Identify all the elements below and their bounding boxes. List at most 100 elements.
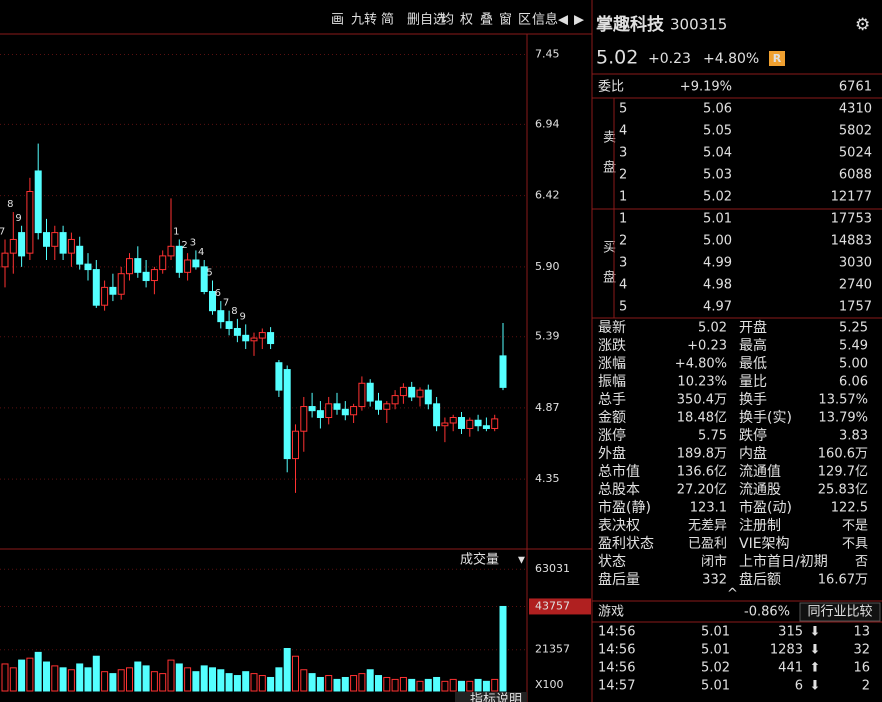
- volume-bar: [67, 669, 75, 692]
- badge-label: R: [773, 52, 782, 65]
- book-price: 5.00: [703, 234, 732, 249]
- y-tick-label: 5.90: [535, 260, 560, 273]
- compare-label[interactable]: 同行业比较: [807, 605, 872, 620]
- book-volume: 5024: [839, 146, 872, 161]
- candle-body: [441, 422, 449, 427]
- stat-value: 129.7亿: [818, 465, 868, 480]
- book-price: 4.98: [703, 278, 732, 293]
- volume-bar: [358, 673, 366, 692]
- candle-body: [275, 362, 283, 391]
- book-level: 5: [619, 300, 627, 315]
- book-level: 1: [619, 212, 627, 227]
- stat-label: 外盘: [598, 445, 626, 462]
- stat-value: 无差异: [688, 519, 727, 534]
- stat-label: 金额: [598, 410, 626, 426]
- dropdown-icon[interactable]: ▼: [518, 556, 525, 566]
- stat-value: 10.23%: [677, 375, 727, 390]
- weibi-value: 6761: [839, 80, 872, 95]
- stat-label: 盈利状态: [598, 536, 654, 552]
- volume-bar: [408, 678, 416, 692]
- stat-value: 18.48亿: [677, 411, 727, 426]
- volume-bar: [233, 675, 241, 692]
- stat-label: 盘后量: [598, 571, 640, 588]
- volume-bar: [275, 667, 283, 692]
- speaker-icon[interactable]: ◀: [558, 13, 568, 28]
- book-label: 盘: [603, 160, 616, 176]
- toolbar-button[interactable]: 均: [441, 13, 454, 28]
- stat-value: +4.80%: [675, 357, 727, 372]
- y-tick-label: 4.35: [535, 472, 560, 485]
- volume-bar: [458, 680, 465, 692]
- candle-body: [267, 332, 275, 345]
- tick-count: 16: [853, 661, 870, 676]
- toolbar-button[interactable]: 信息: [532, 12, 558, 28]
- volume-bar: [474, 678, 482, 692]
- book-price: 5.06: [703, 102, 732, 117]
- candle-body: [391, 395, 399, 405]
- volume-bar: [142, 665, 150, 692]
- volume-bar: [316, 676, 324, 692]
- volume-bar: [18, 659, 26, 692]
- volume-bar: [126, 667, 133, 692]
- signal-label: 2: [181, 240, 187, 251]
- next-icon[interactable]: ▶: [574, 13, 584, 28]
- candle-body: [424, 389, 432, 405]
- volume-tick-label: 63031: [535, 562, 570, 575]
- change: +0.23: [648, 51, 691, 67]
- volume-bar: [26, 657, 34, 692]
- book-volume: 3030: [839, 256, 872, 271]
- book-volume: 6088: [839, 168, 872, 183]
- settings-icon[interactable]: ⚙: [855, 15, 870, 35]
- candle-body: [67, 238, 75, 254]
- stat-value: 6.06: [839, 375, 868, 390]
- tick-arrow: ⬆: [810, 661, 821, 676]
- toolbar-button[interactable]: 删自选: [407, 13, 446, 28]
- book-level: 1: [619, 190, 627, 205]
- tick-count: 13: [853, 625, 870, 640]
- candle-body: [416, 389, 424, 398]
- stat-label: 上市首日/初期: [739, 553, 828, 570]
- toolbar-button[interactable]: 权: [460, 12, 473, 28]
- toolbar-button[interactable]: 叠: [480, 13, 493, 28]
- volume-tick-label: 21357: [535, 643, 570, 656]
- volume-bar: [150, 671, 158, 692]
- compare-button[interactable]: [799, 602, 881, 622]
- book-price: 5.05: [703, 124, 732, 139]
- stat-label: 涨幅: [598, 356, 626, 372]
- stat-value: 13.79%: [818, 411, 868, 426]
- volume-bar: [383, 676, 391, 692]
- stat-label: 最新: [598, 320, 626, 336]
- toolbar-button[interactable]: 简: [381, 12, 394, 28]
- volume-bar: [242, 671, 250, 692]
- stat-value: 189.8万: [677, 447, 727, 462]
- stat-value: +0.23: [687, 339, 727, 354]
- stat-value: 3.83: [839, 429, 868, 444]
- candle-body: [84, 263, 92, 271]
- candle-body: [250, 337, 258, 342]
- collapse-icon[interactable]: ^: [727, 587, 738, 602]
- candle-body: [200, 266, 208, 292]
- toolbar-button[interactable]: 九转: [351, 13, 377, 28]
- candle-body: [283, 369, 291, 460]
- volume-bar: [341, 676, 349, 692]
- toolbar-button[interactable]: 画: [331, 13, 344, 28]
- volume-bar: [117, 669, 125, 692]
- stat-value: 160.6万: [818, 447, 868, 462]
- volume-bar: [192, 671, 200, 692]
- candle-body: [134, 258, 142, 273]
- book-level: 2: [619, 168, 627, 183]
- candle-body: [175, 245, 183, 273]
- volume-bar: [109, 673, 117, 692]
- volume-bar: [333, 678, 341, 692]
- toolbar-button[interactable]: 区: [518, 13, 531, 28]
- stat-value: 不是: [842, 519, 868, 534]
- volume-bar: [283, 647, 291, 692]
- volume-bar: [416, 680, 424, 692]
- book-label: 盘: [603, 270, 616, 286]
- y-tick-label: 4.87: [535, 401, 560, 414]
- toolbar-button[interactable]: 窗: [499, 12, 512, 28]
- book-volume: 2740: [839, 278, 872, 293]
- volume-bar: [424, 678, 432, 692]
- candle-body: [109, 286, 117, 295]
